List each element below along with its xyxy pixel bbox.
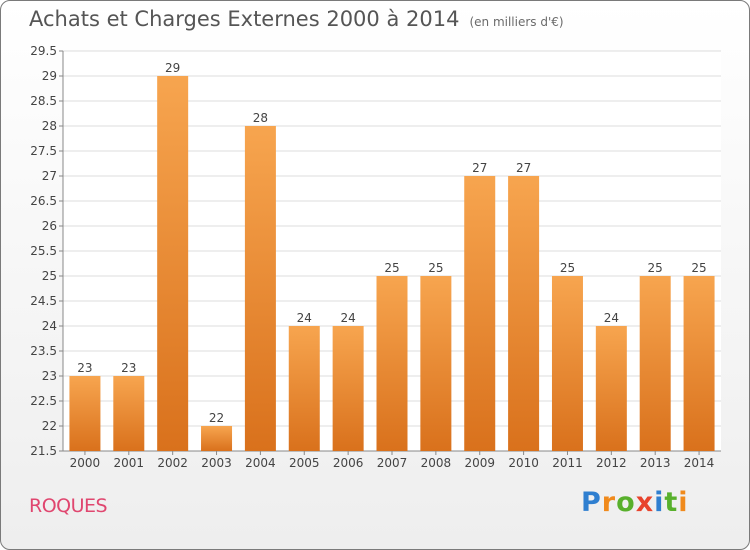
brand-letter: P — [581, 487, 602, 518]
brand-letter: r — [601, 487, 617, 518]
chart-title-text: Achats et Charges Externes 2000 à 2014 — [29, 7, 460, 31]
bar — [683, 276, 715, 451]
y-tick-label: 25 — [42, 269, 57, 283]
chart-subtitle: (en milliers d'€) — [469, 15, 564, 29]
y-tick-label: 28.5 — [30, 94, 57, 108]
data-label: 23 — [121, 361, 136, 375]
y-tick-label: 26.5 — [30, 194, 57, 208]
data-label: 27 — [516, 161, 531, 175]
y-tick-label: 23.5 — [30, 344, 57, 358]
bar — [420, 276, 452, 451]
brand-letter: t — [664, 487, 679, 518]
bar — [551, 276, 583, 451]
y-tick-label: 22.5 — [30, 394, 57, 408]
data-label: 25 — [384, 261, 399, 275]
y-tick-label: 24 — [42, 319, 57, 333]
x-tick-label: 2008 — [421, 456, 452, 470]
data-label: 28 — [253, 111, 268, 125]
bar — [157, 76, 189, 451]
x-tick-label: 2009 — [464, 456, 495, 470]
y-tick-label: 29.5 — [30, 44, 57, 58]
bar — [288, 326, 320, 451]
commune-name: ROQUES — [29, 495, 108, 517]
x-tick-label: 2001 — [114, 456, 145, 470]
brand-letter: o — [616, 487, 636, 518]
data-label: 25 — [691, 261, 706, 275]
x-tick-label: 2006 — [333, 456, 364, 470]
x-tick-label: 2002 — [157, 456, 188, 470]
bar — [69, 376, 101, 451]
chart-title: Achats et Charges Externes 2000 à 2014 (e… — [29, 7, 564, 31]
brand-letter: i — [654, 487, 665, 518]
bar — [595, 326, 627, 451]
y-tick-label: 24.5 — [30, 294, 57, 308]
data-label: 24 — [297, 311, 312, 325]
data-label: 24 — [604, 311, 619, 325]
y-tick-label: 21.5 — [30, 444, 57, 458]
brand-letter: x — [635, 487, 655, 518]
bar — [376, 276, 408, 451]
data-label: 27 — [472, 161, 487, 175]
x-tick-label: 2000 — [70, 456, 101, 470]
bar — [244, 126, 276, 451]
bar — [113, 376, 145, 451]
x-tick-label: 2010 — [508, 456, 539, 470]
data-label: 23 — [77, 361, 92, 375]
data-label: 25 — [428, 261, 443, 275]
data-label: 22 — [209, 411, 224, 425]
bar — [508, 176, 540, 451]
x-tick-label: 2005 — [289, 456, 320, 470]
y-tick-label: 29 — [42, 69, 57, 83]
x-tick-label: 2011 — [552, 456, 583, 470]
data-label: 24 — [340, 311, 355, 325]
x-tick-label: 2004 — [245, 456, 276, 470]
data-label: 25 — [560, 261, 575, 275]
x-tick-label: 2003 — [201, 456, 232, 470]
data-label: 25 — [648, 261, 663, 275]
brand-logo: Proxiti — [581, 487, 689, 518]
x-tick-label: 2012 — [596, 456, 627, 470]
x-tick-label: 2014 — [684, 456, 715, 470]
y-tick-label: 23 — [42, 369, 57, 383]
y-tick-label: 28 — [42, 119, 57, 133]
bar — [332, 326, 364, 451]
bar — [201, 426, 233, 451]
y-tick-label: 22 — [42, 419, 57, 433]
x-tick-label: 2013 — [640, 456, 671, 470]
y-tick-label: 27 — [42, 169, 57, 183]
brand-letter: i — [678, 487, 689, 518]
bar — [639, 276, 671, 451]
bar — [464, 176, 496, 451]
data-label: 29 — [165, 61, 180, 75]
x-tick-label: 2007 — [377, 456, 408, 470]
y-tick-label: 26 — [42, 219, 57, 233]
y-tick-label: 25.5 — [30, 244, 57, 258]
y-tick-label: 27.5 — [30, 144, 57, 158]
